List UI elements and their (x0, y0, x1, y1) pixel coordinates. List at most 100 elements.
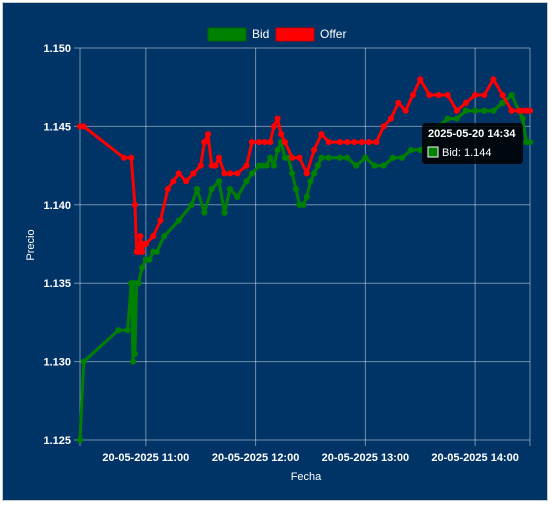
data-point[interactable] (296, 154, 303, 161)
data-point[interactable] (175, 170, 182, 177)
data-point[interactable] (137, 233, 144, 240)
data-point[interactable] (190, 170, 197, 177)
data-point[interactable] (226, 170, 234, 177)
data-point[interactable] (351, 138, 358, 146)
data-point[interactable] (243, 162, 250, 169)
data-point[interactable] (278, 131, 285, 138)
data-point[interactable] (508, 91, 515, 99)
data-point[interactable] (499, 91, 506, 99)
data-point[interactable] (261, 138, 268, 146)
data-point[interactable] (164, 186, 171, 193)
data-point[interactable] (314, 162, 321, 169)
data-point[interactable] (380, 162, 387, 169)
data-point[interactable] (325, 154, 332, 161)
data-point[interactable] (402, 107, 409, 114)
data-point[interactable] (481, 107, 488, 114)
data-point[interactable] (398, 154, 406, 161)
data-point[interactable] (353, 162, 360, 169)
data-point[interactable] (490, 76, 497, 83)
data-point[interactable] (281, 138, 288, 146)
data-point[interactable] (289, 154, 296, 161)
data-point[interactable] (170, 178, 177, 185)
data-point[interactable] (201, 209, 208, 216)
data-point[interactable] (131, 350, 138, 357)
data-point[interactable] (267, 154, 274, 161)
data-point[interactable] (343, 138, 351, 146)
data-point[interactable] (362, 154, 369, 161)
data-point[interactable] (289, 170, 296, 177)
data-point[interactable] (311, 170, 318, 177)
data-point[interactable] (157, 217, 164, 224)
data-point[interactable] (197, 162, 204, 169)
data-point[interactable] (453, 107, 460, 114)
data-point[interactable] (389, 154, 396, 161)
data-point[interactable] (387, 115, 395, 122)
data-point[interactable] (303, 193, 310, 201)
data-point[interactable] (311, 146, 318, 154)
data-point[interactable] (472, 91, 479, 99)
data-point[interactable] (256, 138, 263, 146)
data-point[interactable] (358, 138, 365, 146)
data-point[interactable] (135, 280, 142, 287)
data-point[interactable] (490, 107, 497, 114)
data-point[interactable] (318, 154, 325, 161)
data-point[interactable] (248, 170, 256, 177)
data-point[interactable] (142, 240, 149, 248)
data-point[interactable] (128, 154, 135, 161)
data-point[interactable] (215, 154, 223, 161)
data-point[interactable] (526, 138, 534, 146)
data-point[interactable] (139, 248, 146, 255)
data-point[interactable] (204, 131, 212, 138)
data-point[interactable] (274, 146, 281, 154)
data-point[interactable] (318, 131, 325, 138)
data-point[interactable] (508, 107, 515, 114)
data-point[interactable] (188, 201, 195, 208)
data-point[interactable] (481, 91, 488, 99)
data-point[interactable] (124, 327, 131, 334)
data-point[interactable] (270, 123, 278, 130)
data-point[interactable] (395, 99, 402, 106)
data-point[interactable] (325, 138, 332, 146)
data-point[interactable] (243, 178, 250, 185)
data-point[interactable] (175, 217, 182, 224)
series-offer[interactable] (76, 76, 534, 255)
data-point[interactable] (161, 233, 168, 240)
legend[interactable]: Bid Offer (207, 27, 346, 42)
data-point[interactable] (193, 186, 201, 193)
data-point[interactable] (131, 201, 138, 208)
data-point[interactable] (150, 233, 157, 240)
data-point[interactable] (444, 115, 451, 122)
data-point[interactable] (343, 154, 351, 161)
data-point[interactable] (120, 154, 128, 161)
data-point[interactable] (409, 91, 417, 99)
data-point[interactable] (371, 162, 378, 169)
data-point[interactable] (80, 358, 87, 365)
data-point[interactable] (215, 178, 223, 185)
data-point[interactable] (153, 248, 160, 255)
data-point[interactable] (472, 107, 479, 114)
data-point[interactable] (76, 436, 84, 444)
data-point[interactable] (453, 115, 460, 122)
data-point[interactable] (499, 99, 506, 106)
data-point[interactable] (129, 358, 137, 365)
data-point[interactable] (373, 138, 380, 146)
data-point[interactable] (182, 178, 190, 185)
data-point[interactable] (267, 138, 274, 146)
data-point[interactable] (444, 91, 451, 99)
data-point[interactable] (139, 264, 146, 271)
data-point[interactable] (426, 91, 433, 99)
data-point[interactable] (407, 146, 415, 154)
data-point[interactable] (435, 91, 442, 99)
data-point[interactable] (300, 201, 307, 208)
data-point[interactable] (519, 115, 526, 122)
data-point[interactable] (221, 170, 228, 177)
data-point[interactable] (307, 178, 314, 185)
data-point[interactable] (212, 162, 219, 169)
data-point[interactable] (146, 256, 153, 263)
data-point[interactable] (115, 327, 122, 334)
data-point[interactable] (248, 138, 256, 146)
data-point[interactable] (201, 138, 208, 146)
data-point[interactable] (234, 170, 241, 177)
data-point[interactable] (462, 107, 470, 114)
